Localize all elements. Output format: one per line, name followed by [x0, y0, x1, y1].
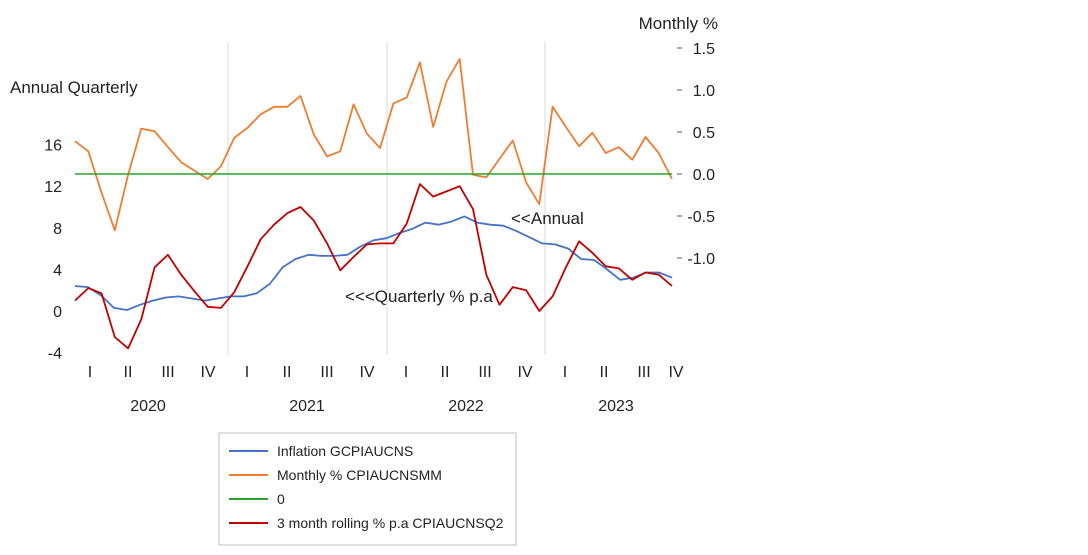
quarter-label: II	[441, 364, 450, 381]
quarter-label: IV	[668, 364, 683, 381]
quarter-label: I	[88, 364, 92, 381]
quarter-label: IV	[200, 364, 215, 381]
right-tick-label: 0.0	[693, 167, 715, 184]
series-line-1	[74, 58, 673, 232]
series-line-0	[74, 215, 673, 311]
quarter-label: III	[637, 364, 650, 381]
left-tick-label: 8	[53, 221, 62, 238]
quarter-label: III	[320, 364, 333, 381]
left-tick-label: 4	[53, 262, 62, 279]
legend-label: Inflation GCPIAUCNS	[277, 443, 413, 459]
legend-label: Monthly % CPIAUCNSMM	[277, 467, 442, 483]
quarterly-annotation: <<<Quarterly % p.a	[345, 287, 493, 306]
left-axis-title: Annual Quarterly	[10, 78, 138, 97]
right-tick-label: -0.5	[687, 209, 715, 226]
legend-label: 0	[277, 491, 285, 507]
right-tick-label: -1.0	[687, 251, 715, 268]
annual-annotation: <<Annual	[511, 209, 584, 228]
quarter-label: II	[600, 364, 609, 381]
quarter-label: III	[161, 364, 174, 381]
legend: Inflation GCPIAUCNS Monthly % CPIAUCNSMM 0…	[218, 432, 517, 546]
left-tick-label: -4	[48, 346, 62, 363]
right-tick-label: 1.5	[693, 41, 715, 58]
quarter-label: I	[404, 364, 408, 381]
quarter-label: I	[245, 364, 249, 381]
right-axis-title: Monthly %	[639, 14, 718, 33]
right-tick-label: 0.5	[693, 125, 715, 142]
left-tick-label: 0	[53, 304, 62, 321]
left-tick-label: 16	[44, 138, 62, 155]
quarter-label: I	[563, 364, 567, 381]
series-line-3	[74, 183, 673, 350]
year-label: 2022	[448, 398, 484, 415]
gridlines	[227, 42, 546, 355]
quarter-label: IV	[517, 364, 532, 381]
quarter-label: II	[283, 364, 292, 381]
quarter-label: III	[478, 364, 491, 381]
year-label: 2023	[598, 398, 634, 415]
quarter-label: II	[124, 364, 133, 381]
left-tick-label: 12	[44, 179, 62, 196]
right-tick-label: 1.0	[693, 83, 715, 100]
year-label: 2020	[130, 398, 166, 415]
legend-box	[218, 432, 517, 546]
quarter-label: IV	[359, 364, 374, 381]
year-label: 2021	[289, 398, 325, 415]
legend-label: 3 month rolling % p.a CPIAUCNSQ2	[277, 515, 504, 531]
series-layer	[74, 58, 673, 350]
